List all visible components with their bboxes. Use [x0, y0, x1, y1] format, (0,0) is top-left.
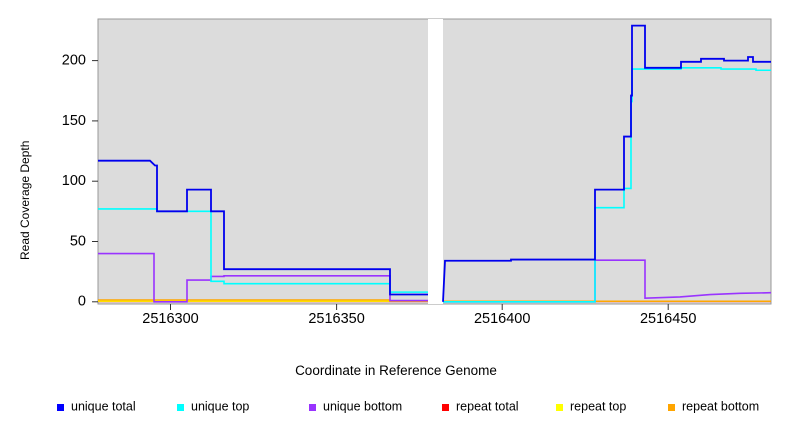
- svg-text:unique bottom: unique bottom: [323, 400, 402, 414]
- svg-text:unique top: unique top: [191, 400, 249, 414]
- svg-text:repeat total: repeat total: [456, 400, 519, 414]
- svg-text:repeat bottom: repeat bottom: [682, 400, 759, 414]
- svg-text:repeat top: repeat top: [570, 400, 626, 414]
- svg-text:unique total: unique total: [71, 400, 136, 414]
